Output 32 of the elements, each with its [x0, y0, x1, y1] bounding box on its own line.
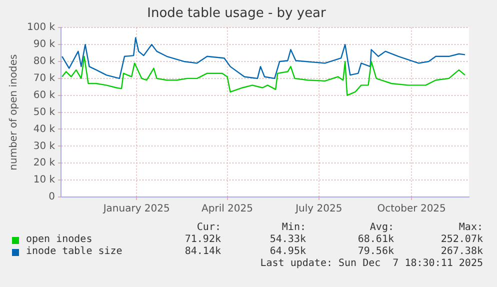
y-axis-title: number of open inodes — [8, 54, 20, 170]
text: 71.92k — [184, 234, 221, 246]
text: Max: — [458, 222, 483, 234]
text: 64.95k — [270, 246, 306, 258]
text: Last update: Sun Dec 7 18:30:11 2025 — [260, 258, 483, 270]
y-tick-label: 100 k — [26, 22, 56, 34]
x-tick-label: January 2025 — [102, 204, 170, 215]
y-tick-label: 20 k — [33, 158, 56, 169]
chart-title: Inode table usage - by year — [147, 6, 327, 22]
text: Cur: — [196, 222, 221, 234]
y-tick-label: 40 k — [33, 124, 56, 135]
y-tick-label: 60 k — [33, 90, 56, 101]
text: 267.38k — [440, 246, 483, 258]
text: 79.56k — [358, 246, 394, 258]
x-tick-label: April 2025 — [202, 204, 253, 215]
text: 54.33k — [270, 234, 306, 246]
y-tick-label: 10 k — [33, 174, 56, 186]
y-tick-label: 50 k — [33, 106, 56, 118]
legend-label: open inodes — [26, 234, 92, 246]
text: 68.61k — [358, 234, 394, 246]
text: 84.14k — [184, 246, 221, 258]
text: Min: — [282, 222, 306, 234]
y-tick-label: 80 k — [33, 56, 56, 68]
y-tick-label: 30 k — [33, 140, 56, 152]
x-tick-label: October 2025 — [377, 204, 446, 215]
y-tick-label: 70 k — [33, 73, 56, 84]
legend-label: inode table size — [26, 246, 122, 258]
y-tick-label: 0 — [48, 192, 56, 203]
y-tick-label: 90 k — [33, 39, 56, 50]
text: Avg: — [370, 222, 394, 234]
x-tick-label: July 2025 — [294, 204, 342, 215]
text: 252.07k — [440, 234, 483, 246]
